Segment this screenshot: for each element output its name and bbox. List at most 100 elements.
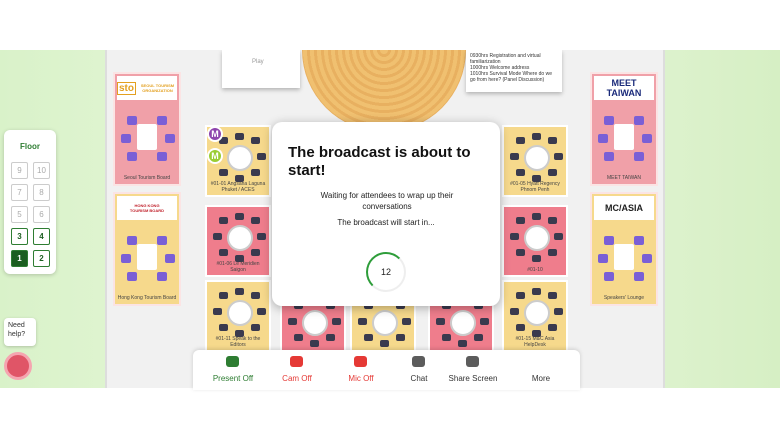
agenda-line: 0930hrs Registration and virtual familia… xyxy=(470,53,541,65)
chair xyxy=(235,133,244,140)
chair xyxy=(157,116,167,125)
table-top xyxy=(302,310,328,336)
chair xyxy=(358,318,367,325)
meeting-table[interactable]: #01-10 xyxy=(502,205,568,277)
chair xyxy=(127,116,137,125)
toolbar-label: Chat xyxy=(410,374,428,383)
floor-button[interactable]: 3 xyxy=(11,228,28,245)
booth-name: Seoul Tourism Board xyxy=(123,175,171,181)
chair xyxy=(554,308,563,315)
chair xyxy=(604,116,614,125)
chair xyxy=(219,249,228,256)
booth[interactable]: MC/ASIA Speakers' Lounge xyxy=(590,192,658,306)
booth-name: Hong Kong Tourism Board xyxy=(117,295,177,301)
chair xyxy=(634,272,644,281)
floor-button[interactable]: 6 xyxy=(33,206,50,223)
floor-button[interactable]: 10 xyxy=(33,162,50,179)
chair xyxy=(251,217,260,224)
table-label: #01-01 Angsana Laguna Phuket / ACES xyxy=(210,181,266,193)
chair xyxy=(510,153,519,160)
chair xyxy=(604,152,614,161)
chair xyxy=(127,152,137,161)
chair xyxy=(326,334,335,341)
table-label: #01-10 xyxy=(527,267,543,273)
booth-logo: MEET TAIWAN xyxy=(594,76,654,100)
chair xyxy=(235,255,244,262)
countdown-number: 12 xyxy=(380,267,391,277)
toolbar-icon xyxy=(534,356,547,367)
chair xyxy=(157,152,167,161)
agenda-line: 1010hrs Survival Mode Where do we go fro… xyxy=(470,71,552,83)
chair xyxy=(474,334,483,341)
chair xyxy=(604,236,614,245)
toolbar-icon xyxy=(290,356,303,367)
floor-button[interactable]: 7 xyxy=(11,184,28,201)
chair xyxy=(219,324,228,331)
booth-logo: sto SEOUL TOURISM ORGANIZATION xyxy=(117,76,177,100)
booth[interactable]: sto SEOUL TOURISM ORGANIZATION Seoul Touri… xyxy=(113,72,181,186)
toolbar-button[interactable]: Present Off xyxy=(203,354,263,388)
toolbar-button[interactable]: Cam Off xyxy=(267,354,327,388)
chair xyxy=(157,272,167,281)
chair xyxy=(257,153,266,160)
booth-logo: MC/ASIA xyxy=(594,196,654,220)
floor-button[interactable]: 9 xyxy=(11,162,28,179)
avatar[interactable]: M xyxy=(207,148,223,164)
help-bubble[interactable]: Need help? xyxy=(4,318,36,346)
meeting-table[interactable]: #01-01 Angsana Laguna Phuket / ACES xyxy=(205,125,271,197)
chair xyxy=(213,308,222,315)
stage-screen: Play xyxy=(222,50,300,88)
floor-title: Floor xyxy=(20,142,40,151)
chair xyxy=(235,330,244,337)
table-top xyxy=(450,310,476,336)
toolbar-button[interactable]: Mic Off xyxy=(331,354,391,388)
avatar[interactable]: M xyxy=(207,126,223,142)
chair xyxy=(288,318,297,325)
meeting-table[interactable]: #01-05 Hyatt Regency Phnom Penh xyxy=(502,125,568,197)
toolbar-label: Present Off xyxy=(212,374,254,383)
table-label: #01-05 Hyatt Regency Phnom Penh xyxy=(510,181,560,193)
floor-button[interactable]: 2 xyxy=(33,250,50,267)
floor-panel: Floor 9 10 7 8 5 6 3 4 1 2 xyxy=(4,130,56,274)
booth[interactable]: MEET TAIWAN MEET TAIWAN xyxy=(590,72,658,186)
logo-mark: sto xyxy=(117,81,136,95)
agenda-line: 1000hrs Welcome address xyxy=(470,65,530,71)
chair xyxy=(598,254,608,263)
floor-button[interactable]: 8 xyxy=(33,184,50,201)
toolbar-button[interactable]: More xyxy=(511,354,571,388)
meeting-table[interactable]: #01-15 M&C Asia HelpDesk xyxy=(502,280,568,352)
chair xyxy=(364,334,373,341)
booth[interactable]: HONG KONG TOURISM BOARD Hong Kong Tourism… xyxy=(113,192,181,306)
toolbar-label: More xyxy=(531,374,551,383)
floor-button[interactable]: 5 xyxy=(11,206,28,223)
chair xyxy=(642,134,652,143)
chair xyxy=(554,153,563,160)
toolbar-label: Mic Off xyxy=(348,374,374,383)
meeting-table[interactable]: #01-11 Speak to the Editors xyxy=(205,280,271,352)
table-top xyxy=(524,145,550,171)
table-label: #01-15 M&C Asia HelpDesk xyxy=(515,336,555,348)
floor-button[interactable]: 4 xyxy=(33,228,50,245)
play-label[interactable]: Play xyxy=(252,59,264,65)
booth-logo: HONG KONG TOURISM BOARD xyxy=(117,196,177,220)
booth-table xyxy=(137,124,157,150)
chair xyxy=(548,137,557,144)
chair xyxy=(548,249,557,256)
chair xyxy=(165,254,175,263)
toolbar: Present Off Cam Off Mic Off Chat Share Scree… xyxy=(193,350,580,390)
chair xyxy=(516,324,525,331)
toolbar-button[interactable]: Chat xyxy=(389,354,449,388)
toolbar-icon xyxy=(226,356,239,367)
chair xyxy=(219,217,228,224)
toolbar-label: Share Screen xyxy=(448,374,498,383)
logo-text: MEET TAIWAN xyxy=(606,78,642,98)
modal-countdown-text: The broadcast will start in... xyxy=(337,218,435,227)
meeting-table[interactable]: #01-06 Le Meridien Saigon xyxy=(205,205,271,277)
toolbar-button[interactable]: Share Screen xyxy=(443,354,503,388)
table-top xyxy=(227,145,253,171)
chair xyxy=(310,340,319,347)
table-label: #01-06 Le Meridien Saigon xyxy=(216,261,260,273)
booth-table xyxy=(137,244,157,270)
agenda-note: 0930hrs Registration and virtual familia… xyxy=(466,50,562,92)
floor-button[interactable]: 1 xyxy=(11,250,28,267)
